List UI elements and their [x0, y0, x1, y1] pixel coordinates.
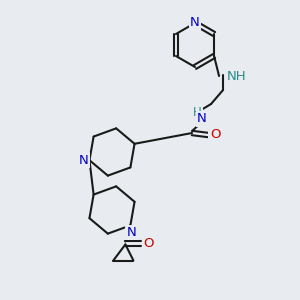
Text: N: N [79, 154, 88, 167]
Text: O: O [210, 128, 220, 142]
Text: N: N [190, 16, 200, 28]
Text: NH: NH [227, 70, 247, 83]
Text: N: N [197, 112, 207, 125]
Text: O: O [143, 237, 154, 250]
Text: H: H [193, 106, 201, 118]
Text: N: N [127, 226, 136, 239]
